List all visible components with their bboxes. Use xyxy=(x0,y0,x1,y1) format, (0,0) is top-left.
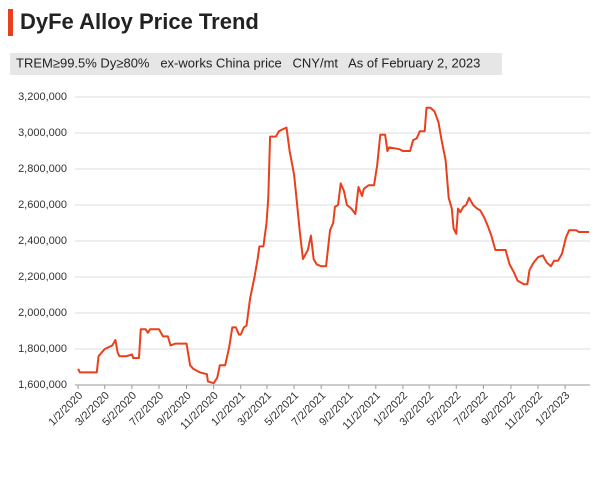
price-line xyxy=(77,106,590,385)
y-tick-label: 2,000,000 xyxy=(18,307,67,319)
y-tick-label: 1,600,000 xyxy=(18,379,67,391)
chart-title: DyFe Alloy Price Trend xyxy=(20,9,259,34)
y-tick-label: 3,000,000 xyxy=(18,127,67,139)
y-tick-label: 3,200,000 xyxy=(18,91,67,103)
y-tick-label: 2,600,000 xyxy=(18,199,67,211)
title-accent xyxy=(8,9,13,36)
y-tick-label: 2,400,000 xyxy=(18,235,67,247)
y-tick-label: 2,800,000 xyxy=(18,163,67,175)
y-tick-label: 1,800,000 xyxy=(18,343,67,355)
y-tick-label: 2,200,000 xyxy=(18,271,67,283)
subtitle-box xyxy=(10,53,502,75)
subtitle: TREM≥99.5% Dy≥80% ex-works China price C… xyxy=(16,55,480,70)
